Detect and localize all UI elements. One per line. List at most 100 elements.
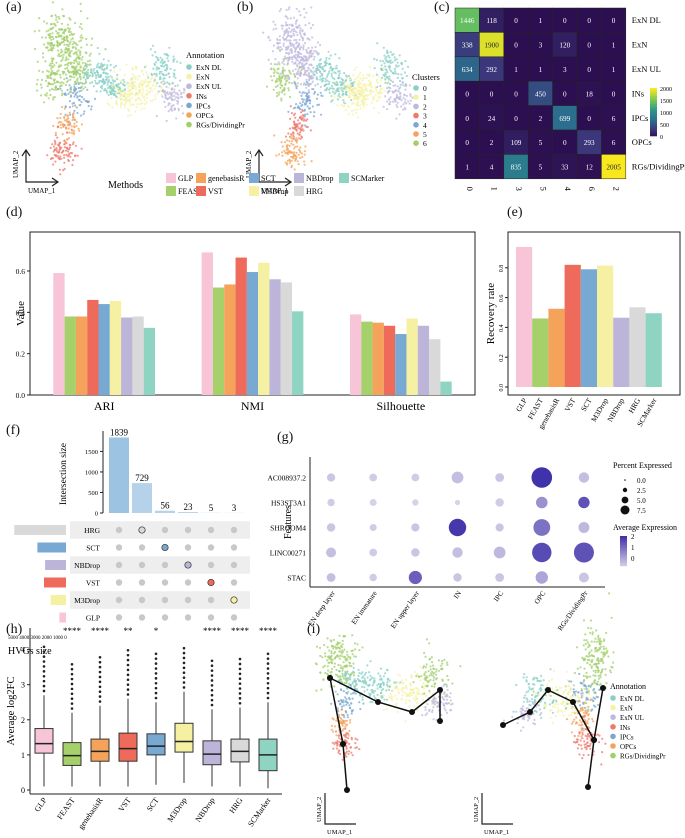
umap-point [583,743,586,746]
umap-point [119,106,122,109]
umap-point [296,132,299,135]
umap-point [62,37,66,40]
umap-point [530,688,533,691]
colorbar-tick: 2000 [660,87,672,93]
umap-point [299,14,302,17]
umap-point [282,59,285,63]
umap-point [58,65,61,68]
umap-point [566,679,569,682]
umap-point [44,79,48,82]
umap-point [305,78,308,81]
umap-point [90,44,93,47]
umap-point [604,673,607,677]
umap-point [309,50,312,53]
umap-point [69,40,72,44]
expression-dot [495,473,505,482]
umap-point [389,59,392,62]
matrix-dot [184,544,192,551]
outlier [70,702,74,705]
umap-point [433,703,436,706]
umap-point [63,28,67,31]
umap-point [111,83,114,86]
umap-point [170,93,173,96]
umap-point [58,158,61,161]
umap-point [356,108,359,111]
umap-point [58,142,61,145]
umap-point [324,655,327,658]
panel-label-e: (e) [507,205,523,220]
umap-point [544,705,548,708]
umap-point [74,93,77,96]
umap-point [565,718,569,721]
umap-point [364,93,368,97]
umap-point [351,653,354,656]
umap-point [382,105,385,108]
umap-point [362,94,365,98]
expression-dot [369,548,378,557]
umap-point [430,703,434,706]
umap-point [277,77,280,80]
umap-point [351,88,355,91]
umap-point [582,711,586,715]
umap-point [86,88,89,91]
umap-point [279,49,282,53]
umap-point [330,702,333,705]
umap-point [163,53,166,56]
umap-point [449,699,452,702]
umap-point [297,62,300,65]
umap-point [169,108,172,111]
umap-point [344,678,347,681]
umap-point [295,31,298,34]
expr-tick-label: 2 [631,533,635,541]
umap-point [90,105,93,108]
umap-point [295,151,298,154]
umap-point [427,670,430,673]
umap-point [167,93,170,96]
umap-point [357,89,360,92]
umap-point [295,64,299,67]
umap-point [581,731,584,734]
umap-point [341,639,344,643]
umap-point [154,94,157,98]
umap-point [595,629,598,632]
umap-point [303,42,307,45]
heatmap-value: 6 [612,139,616,147]
umap-point [80,58,83,61]
umap-point [377,75,380,78]
umap-point [100,63,103,66]
umap-point [312,73,315,76]
umap-point [276,63,279,66]
umap-point [109,91,112,94]
umap-point [391,71,394,74]
umap-point [294,123,297,126]
umap-point [273,74,276,78]
umap-point [446,674,449,678]
umap-point [82,67,85,70]
matrix-dot [184,526,192,534]
umap-point [301,39,304,42]
umap-point [53,23,57,26]
expr-colorbar-segment [620,563,627,565]
umap-point [72,40,75,43]
umap-point [324,671,327,675]
umap-point [297,153,300,156]
umap-point [344,108,347,111]
umap-point [54,14,57,17]
umap-point [72,70,75,73]
umap-point [385,69,388,72]
colorbar-segment [650,132,657,135]
umap-point [69,71,72,74]
umap-point [594,682,597,685]
matrix-dot [230,544,238,551]
umap-point [85,100,88,103]
colorbar-segment [650,134,657,137]
umap-point [59,112,62,115]
umap-point [43,20,46,23]
umap-point [372,691,375,695]
umap-point [341,724,344,727]
umap-point [81,36,84,40]
set-name: NBDrop [74,561,100,570]
umap-point [57,31,60,34]
umap-point [550,708,553,712]
umap-point [62,14,65,17]
